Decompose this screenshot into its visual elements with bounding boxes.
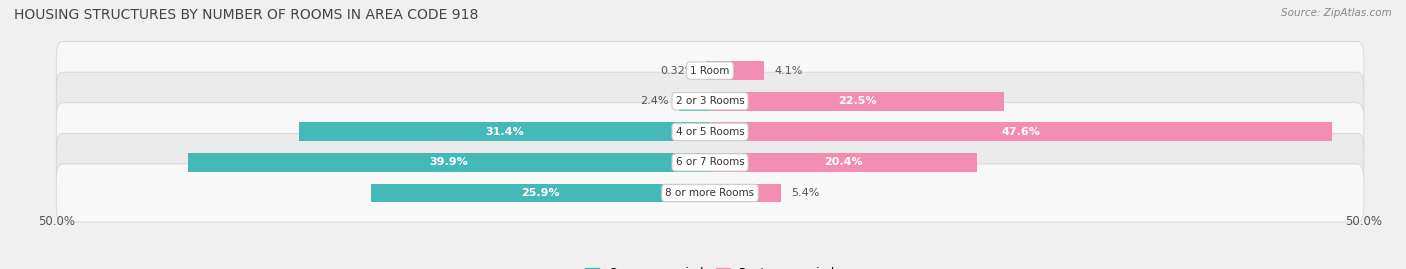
FancyBboxPatch shape [56, 133, 1364, 192]
Text: 4.1%: 4.1% [775, 66, 803, 76]
FancyBboxPatch shape [56, 103, 1364, 161]
Text: 2 or 3 Rooms: 2 or 3 Rooms [676, 96, 744, 106]
FancyBboxPatch shape [56, 72, 1364, 130]
Legend: Owner-occupied, Renter-occupied: Owner-occupied, Renter-occupied [579, 263, 841, 269]
Text: 8 or more Rooms: 8 or more Rooms [665, 188, 755, 198]
Bar [679, 92, 710, 111]
Text: 20.4%: 20.4% [824, 157, 863, 167]
FancyBboxPatch shape [56, 164, 1364, 222]
Text: 25.9%: 25.9% [522, 188, 560, 198]
Bar [710, 183, 780, 203]
Text: 31.4%: 31.4% [485, 127, 524, 137]
Text: Source: ZipAtlas.com: Source: ZipAtlas.com [1281, 8, 1392, 18]
Bar [710, 61, 763, 80]
Text: 6 or 7 Rooms: 6 or 7 Rooms [676, 157, 744, 167]
Text: 4 or 5 Rooms: 4 or 5 Rooms [676, 127, 744, 137]
Bar [371, 183, 710, 203]
Text: 39.9%: 39.9% [430, 157, 468, 167]
Bar [710, 122, 1333, 141]
Bar [710, 92, 1004, 111]
Bar [299, 122, 710, 141]
Bar [710, 153, 977, 172]
Text: 22.5%: 22.5% [838, 96, 876, 106]
Text: 1 Room: 1 Room [690, 66, 730, 76]
Text: 2.4%: 2.4% [640, 96, 668, 106]
Text: 0.32%: 0.32% [659, 66, 696, 76]
Bar [706, 61, 710, 80]
Text: HOUSING STRUCTURES BY NUMBER OF ROOMS IN AREA CODE 918: HOUSING STRUCTURES BY NUMBER OF ROOMS IN… [14, 8, 478, 22]
Bar [188, 153, 710, 172]
Text: 5.4%: 5.4% [792, 188, 820, 198]
FancyBboxPatch shape [56, 42, 1364, 100]
Text: 47.6%: 47.6% [1002, 127, 1040, 137]
